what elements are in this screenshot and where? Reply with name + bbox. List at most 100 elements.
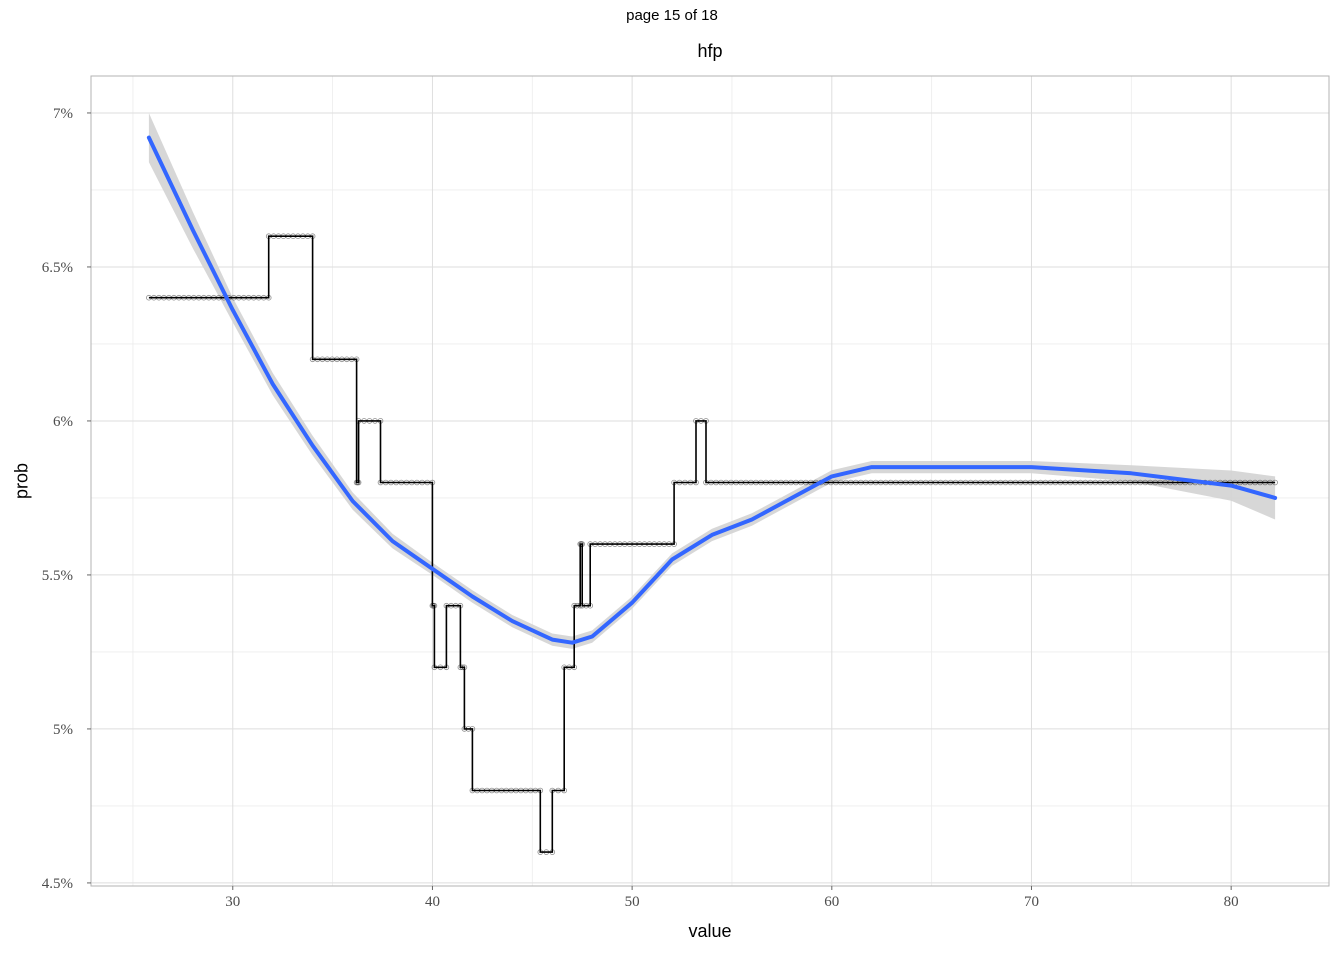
data-point [403,479,410,486]
data-point [1237,479,1243,486]
data-point [555,787,561,794]
data-point [578,541,584,547]
data-point [587,602,593,609]
data-point [280,233,287,240]
data-point [1122,479,1129,486]
data-point [802,479,809,486]
axes: 30 40 50 60 70 80 4.5% 5% 5.5% 6% 6.5% 7% [42,75,1330,910]
data-point [196,294,202,301]
data-point [186,294,192,301]
data-point [1082,479,1089,486]
data-point [571,602,577,609]
data-point [429,602,436,609]
data-point [671,541,677,547]
data-point [907,479,914,486]
y-tick-label: 6.5% [42,260,73,276]
data-point [1012,479,1019,486]
data-point [832,479,839,486]
data-point [457,664,464,671]
data-point [211,294,217,301]
data-point [181,294,187,301]
data-point [398,479,405,486]
data-point [334,356,340,363]
data-point [798,479,804,486]
data-point [1097,479,1104,486]
data-point [171,294,177,301]
data-point [1267,479,1273,486]
data-point [708,479,714,486]
data-point [537,787,544,794]
step-line [148,235,1276,853]
data-point [382,479,389,486]
data-point [574,602,580,609]
data-point [666,541,672,547]
data-point [626,541,633,547]
data-point [513,787,519,794]
data-point [636,541,643,547]
data-point [1157,479,1164,486]
data-point [265,294,272,301]
data-point [1022,479,1029,486]
data-point [827,479,834,486]
data-point [917,479,924,486]
data-point [676,479,683,486]
data-point [231,294,237,301]
data-point [612,541,618,547]
data-point [646,541,653,547]
data-point [236,294,242,301]
data-point [429,479,436,486]
data-point [912,479,919,486]
data-point [300,233,306,240]
x-tick-label: 40 [425,894,440,910]
data-point [728,479,734,486]
data-point [937,479,944,486]
data-point [867,479,874,486]
data-point [892,479,899,486]
data-point [353,356,360,363]
data-point [191,294,197,301]
x-tick-label: 70 [1024,894,1039,910]
data-point [778,479,784,486]
data-point [339,356,345,363]
data-point [245,294,252,301]
data-point [857,479,864,486]
data-point [388,479,394,486]
data-point [561,787,567,794]
data-point [493,787,500,794]
data-point [206,294,212,301]
data-point [1017,479,1024,486]
data-point [1117,479,1124,486]
data-point [952,479,959,486]
data-point [957,479,964,486]
data-point [723,479,729,486]
data-point [290,233,296,240]
data-point [1132,479,1139,486]
data-point [443,602,450,609]
data-point [508,787,515,794]
data-point [1067,479,1074,486]
data-point [522,787,529,794]
data-point [255,294,262,301]
data-point [977,479,984,486]
data-point [932,479,939,486]
data-point [887,479,894,486]
data-point [1152,479,1159,486]
data-point [1037,479,1044,486]
data-point [424,479,431,486]
step-series-layer [146,233,1278,855]
data-point [216,294,222,301]
data-point [743,479,749,486]
data-point [366,418,373,424]
data-point [377,479,384,486]
data-point [270,233,277,240]
data-point [1127,479,1134,486]
data-point [902,479,909,486]
data-point [616,541,623,547]
data-point [1162,479,1169,486]
data-point [631,541,638,547]
data-point [577,541,583,547]
panel-border [90,75,1330,887]
data-point [972,479,979,486]
data-point [146,294,152,301]
data-point [579,541,585,547]
